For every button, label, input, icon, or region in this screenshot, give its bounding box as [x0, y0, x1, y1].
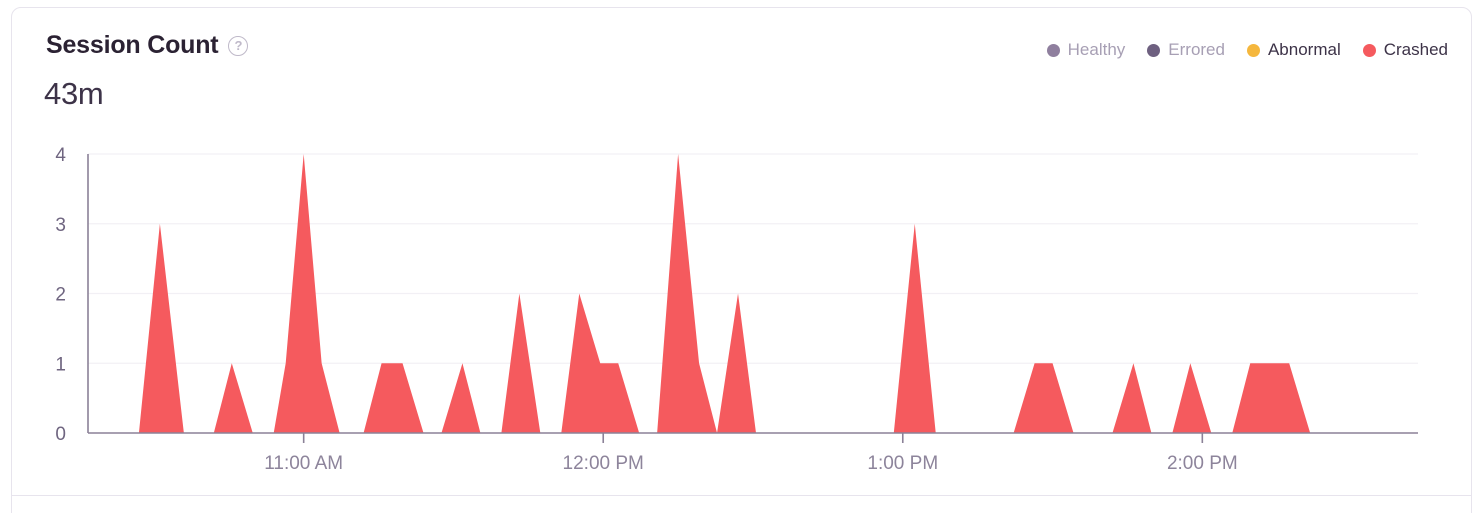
session-count-value: 43m: [44, 76, 104, 111]
y-axis-tick-label: 4: [55, 145, 66, 166]
chart-legend: Healthy Errored Abnormal Crashed: [1046, 40, 1448, 60]
legend-dot-icon: [1147, 43, 1161, 57]
card-header: Session Count ?: [46, 33, 1448, 79]
area-series-crashed: [88, 154, 1418, 433]
legend-item-errored[interactable]: Errored: [1147, 40, 1225, 60]
card-divider: [12, 495, 1471, 496]
x-axis-tick-label: 1:00 PM: [867, 453, 938, 474]
legend-dot-icon: [1046, 43, 1060, 57]
y-axis-tick-label: 1: [55, 354, 66, 375]
legend-item-abnormal[interactable]: Abnormal: [1246, 40, 1341, 60]
y-axis-tick-label: 0: [55, 424, 66, 445]
legend-label: Abnormal: [1267, 40, 1341, 59]
legend-label: Crashed: [1383, 40, 1448, 59]
x-axis-tick-label: 2:00 PM: [1167, 453, 1238, 474]
legend-item-crashed[interactable]: Crashed: [1362, 40, 1448, 60]
y-axis-tick-label: 2: [55, 285, 66, 306]
question-circle-icon[interactable]: ?: [228, 35, 249, 56]
legend-dot-icon: [1362, 43, 1376, 57]
legend-dot-icon: [1246, 43, 1260, 57]
page-title: Session Count: [46, 31, 219, 59]
legend-item-healthy[interactable]: Healthy: [1046, 40, 1126, 60]
legend-label: Errored: [1168, 40, 1225, 59]
legend-label: Healthy: [1067, 40, 1126, 59]
y-axis-tick-label: 3: [55, 215, 66, 236]
title-row: Session Count ?: [46, 33, 1448, 58]
x-axis-tick-label: 11:00 AM: [264, 453, 343, 474]
x-axis-tick-label: 12:00 PM: [563, 453, 644, 474]
